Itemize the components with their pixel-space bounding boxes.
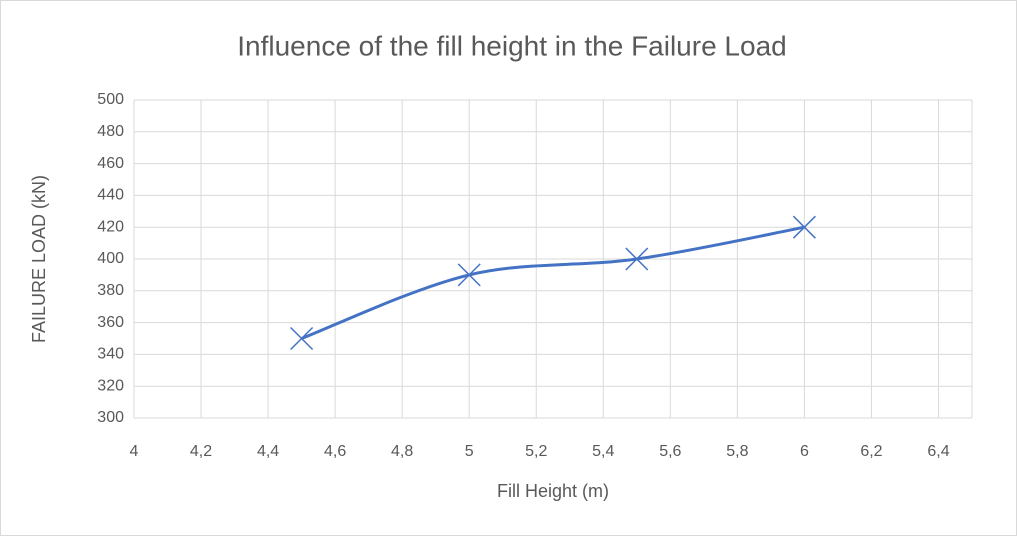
series-line — [301, 225, 805, 340]
y-tick-label: 500 — [97, 91, 124, 108]
marker — [792, 215, 816, 239]
y-tick-label: 460 — [97, 155, 124, 172]
x-tick-label: 6,2 — [860, 443, 882, 460]
y-axis-title: FAILURE LOAD (kN) — [29, 175, 49, 343]
y-tick-label: 380 — [97, 282, 124, 299]
x-tick-label: 6,4 — [927, 443, 949, 460]
x-tick-label: 4,2 — [190, 443, 212, 460]
x-tick-label: 5,4 — [592, 443, 614, 460]
y-tick-label: 480 — [97, 123, 124, 140]
x-tick-label: 5,2 — [525, 443, 547, 460]
x-tick-label: 5,6 — [659, 443, 681, 460]
y-tick-label: 400 — [97, 250, 124, 267]
y-tick-label: 440 — [97, 187, 124, 204]
y-tick-label: 300 — [97, 409, 124, 426]
y-tick-label: 340 — [97, 346, 124, 363]
marker — [625, 247, 649, 271]
marker — [290, 326, 314, 351]
x-tick-label: 4,4 — [257, 443, 279, 460]
x-tick-label: 5 — [465, 443, 474, 460]
x-tick-label: 4 — [130, 443, 139, 460]
x-tick-label: 5,8 — [726, 443, 748, 460]
y-tick-label: 360 — [97, 314, 124, 331]
marker — [457, 263, 481, 287]
x-tick-label: 4,6 — [324, 443, 346, 460]
x-axis-title: Fill Height (m) — [497, 481, 609, 501]
x-tick-label: 6 — [800, 443, 809, 460]
chart-title: Influence of the fill height in the Fail… — [237, 30, 786, 61]
y-tick-label: 320 — [97, 377, 124, 394]
y-tick-label: 420 — [97, 218, 124, 235]
x-tick-label: 4,8 — [391, 443, 413, 460]
